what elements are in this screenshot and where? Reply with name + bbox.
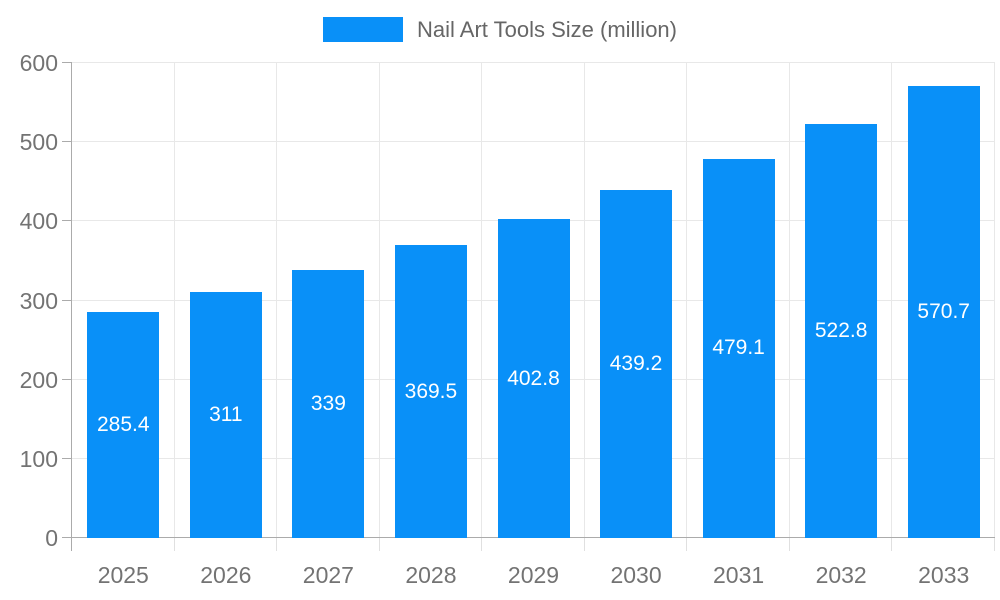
x-axis-tick bbox=[481, 538, 483, 551]
x-axis-tick bbox=[173, 538, 175, 551]
y-axis-tick-label: 300 bbox=[19, 287, 58, 314]
x-axis-tick bbox=[276, 538, 278, 551]
x-axis-tick-label: 2032 bbox=[815, 562, 867, 588]
x-gridline bbox=[686, 63, 688, 538]
bar[interactable] bbox=[805, 124, 878, 538]
y-gridline bbox=[72, 62, 995, 63]
x-axis-tick-label: 2026 bbox=[200, 562, 252, 588]
x-axis-tick bbox=[583, 538, 585, 551]
x-axis-tick-label: 2029 bbox=[507, 562, 560, 588]
y-axis-tick-label: 200 bbox=[19, 366, 58, 393]
x-gridline bbox=[891, 63, 893, 538]
y-axis-tick bbox=[62, 457, 72, 459]
x-axis-tick bbox=[891, 538, 893, 551]
bar[interactable] bbox=[292, 269, 365, 538]
x-gridline bbox=[994, 63, 995, 538]
x-gridline bbox=[583, 63, 585, 538]
x-axis-tick-label: 2025 bbox=[97, 562, 149, 588]
y-axis-tick-label: 0 bbox=[45, 525, 58, 551]
bar[interactable] bbox=[87, 312, 160, 538]
bar[interactable] bbox=[497, 219, 570, 538]
legend-swatch bbox=[322, 17, 403, 42]
x-axis-tick bbox=[378, 538, 380, 551]
x-axis-tick bbox=[686, 538, 688, 551]
y-gridline bbox=[72, 141, 995, 143]
y-axis-line bbox=[71, 63, 72, 551]
bar[interactable] bbox=[702, 158, 775, 538]
x-gridline bbox=[788, 63, 790, 538]
y-axis-tick-label: 400 bbox=[19, 208, 58, 235]
y-axis-tick-label: 100 bbox=[19, 445, 58, 472]
x-axis-tick-label: 2028 bbox=[405, 562, 457, 588]
bar[interactable] bbox=[394, 245, 467, 538]
x-axis-tick bbox=[788, 538, 790, 551]
x-axis-tick-label: 2033 bbox=[918, 562, 970, 588]
x-gridline bbox=[276, 63, 278, 538]
x-axis-tick-label: 2031 bbox=[713, 562, 765, 588]
y-axis-tick bbox=[62, 141, 72, 143]
y-axis-tick-label: 600 bbox=[19, 50, 58, 76]
x-gridline bbox=[481, 63, 483, 538]
y-axis-tick bbox=[62, 220, 72, 222]
x-axis-tick-label: 2030 bbox=[610, 562, 662, 588]
y-axis-tick bbox=[62, 378, 72, 380]
y-axis-tick bbox=[62, 62, 72, 63]
x-gridline bbox=[173, 63, 175, 538]
x-gridline bbox=[378, 63, 380, 538]
legend-label: Nail Art Tools Size (million) bbox=[416, 17, 677, 42]
y-axis-tick-label: 500 bbox=[19, 129, 58, 156]
x-axis-tick bbox=[994, 538, 995, 551]
bar[interactable] bbox=[189, 291, 262, 538]
legend-item[interactable]: Nail Art Tools Size (million) bbox=[0, 17, 1000, 42]
bar[interactable] bbox=[600, 190, 673, 538]
bar[interactable] bbox=[907, 86, 980, 538]
x-axis-tick-label: 2027 bbox=[302, 562, 354, 588]
y-axis-tick bbox=[62, 299, 72, 301]
